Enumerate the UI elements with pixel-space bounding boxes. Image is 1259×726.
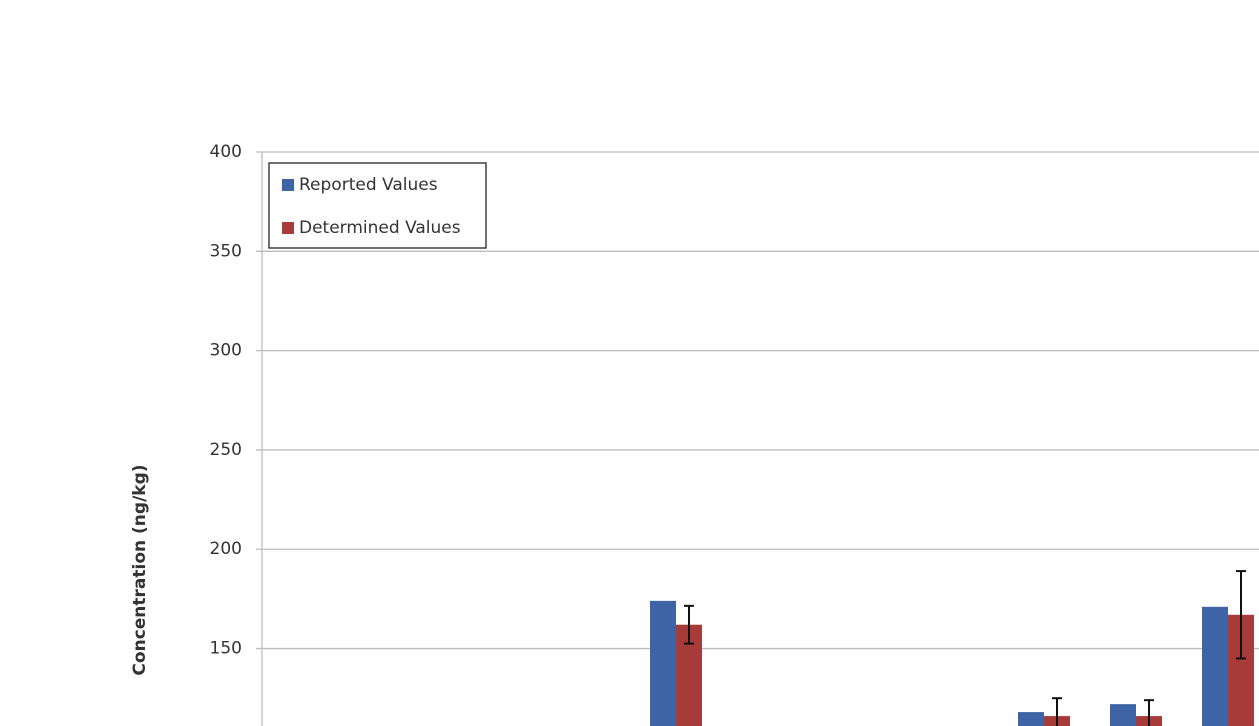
error-bar — [1144, 699, 1154, 726]
bar — [1202, 606, 1228, 726]
bar — [1110, 704, 1136, 726]
bar — [650, 600, 676, 726]
y-tick-label: 150 — [210, 639, 242, 659]
legend-box — [268, 162, 487, 249]
error-bar — [1236, 570, 1246, 660]
y-tick-label: 350 — [210, 241, 242, 261]
y-tick-label: 250 — [210, 440, 242, 460]
y-axis-title: Concentration (ng/kg) — [130, 464, 150, 675]
legend-swatch — [282, 222, 294, 234]
error-bar — [1052, 697, 1062, 726]
legend-label: Reported Values — [299, 175, 438, 195]
y-tick-label: 300 — [210, 341, 242, 361]
y-tick-label: 400 — [210, 142, 242, 162]
y-tick-label: 200 — [210, 539, 242, 559]
legend-swatch — [282, 179, 294, 191]
bar — [1018, 712, 1044, 726]
error-bar — [684, 604, 694, 645]
legend-label: Determined Values — [299, 218, 461, 238]
